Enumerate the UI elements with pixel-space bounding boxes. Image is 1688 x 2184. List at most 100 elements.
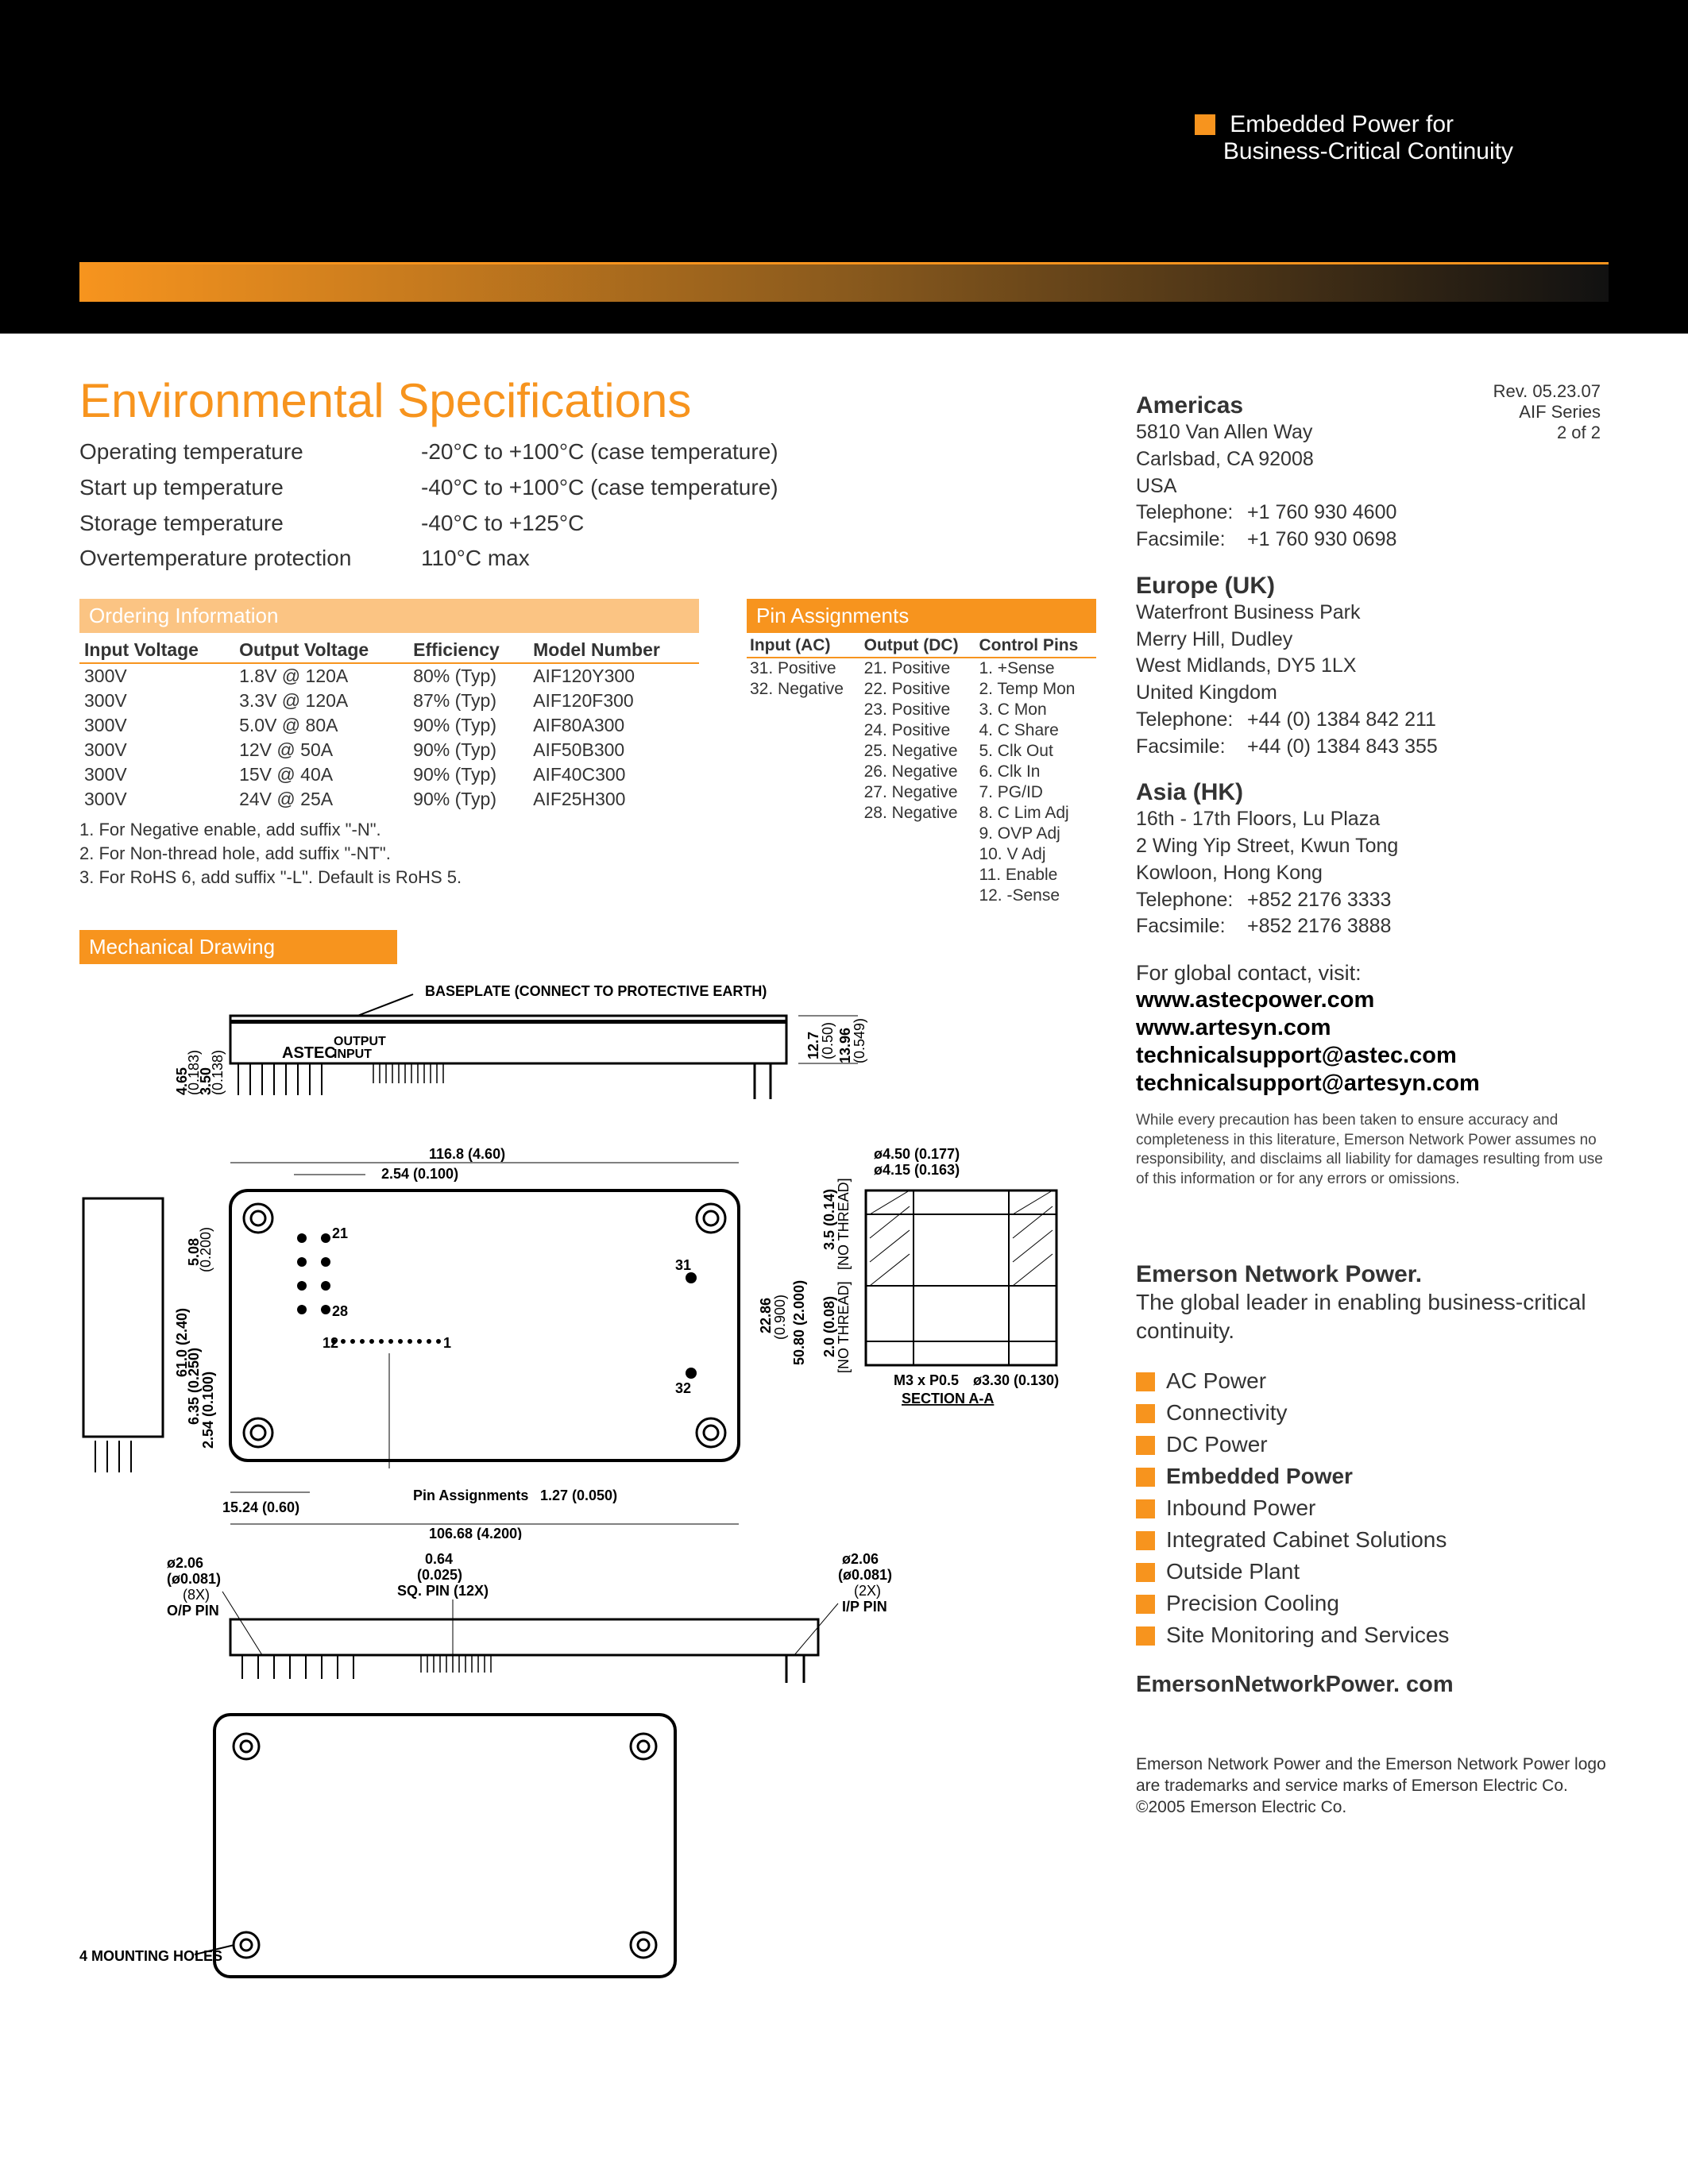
env-spec-table: Operating temperature-20°C to +100°C (ca… — [79, 434, 1096, 577]
drawing-pin-edge: ø2.06 (ø0.081) (8X) O/P PIN 0.64 (0.025)… — [79, 1544, 1080, 1687]
table-cell: 10. V Adj — [975, 844, 1096, 865]
svg-text:SECTION A-A: SECTION A-A — [902, 1391, 994, 1406]
note: 1. For Negative enable, add suffix "-N". — [79, 818, 699, 842]
addr-line: Kowloon, Hong Kong — [1136, 860, 1609, 887]
table-cell: 300V — [79, 738, 234, 762]
svg-text:SQ. PIN (12X): SQ. PIN (12X) — [397, 1583, 489, 1599]
table-cell: 6. Clk In — [975, 762, 1096, 782]
service-label: Outside Plant — [1166, 1559, 1300, 1584]
col-header: Output Voltage — [234, 636, 408, 663]
enp-url: EmersonNetworkPower. com — [1136, 1672, 1609, 1698]
square-icon — [1136, 1404, 1155, 1423]
svg-text:(ø0.081): (ø0.081) — [167, 1571, 221, 1587]
table-cell: 87% (Typ) — [408, 689, 528, 713]
mechanical-drawings: BASEPLATE (CONNECT TO PROTECTIVE EARTH) — [79, 980, 1096, 2028]
svg-text:(0.200): (0.200) — [198, 1227, 214, 1272]
table-cell: 5.0V @ 80A — [234, 713, 408, 738]
square-icon — [1195, 114, 1215, 135]
table-cell: 300V — [79, 663, 234, 689]
enp-title: Emerson Network Power. — [1136, 1261, 1609, 1288]
table-cell: 5. Clk Out — [975, 741, 1096, 762]
svg-text:ø4.50 (0.177): ø4.50 (0.177) — [874, 1146, 960, 1162]
table-cell: 3.3V @ 120A — [234, 689, 408, 713]
col-header: Control Pins — [975, 633, 1096, 658]
table-cell: 12V @ 50A — [234, 738, 408, 762]
tagline-line1: Embedded Power for — [1230, 111, 1454, 137]
link-support-artesyn[interactable]: technicalsupport@artesyn.com — [1136, 1071, 1609, 1097]
tel-label: Telephone: — [1136, 887, 1247, 914]
banner-tagline: Embedded Power for Business-Critical Con… — [1195, 111, 1513, 165]
table-cell: 24V @ 25A — [234, 787, 408, 812]
col-header: Input Voltage — [79, 636, 234, 663]
table-cell: 2. Temp Mon — [975, 679, 1096, 700]
table-cell: 11. Enable — [975, 865, 1096, 886]
disclaimer-text: While every precaution has been taken to… — [1136, 1111, 1609, 1190]
svg-text:BASEPLATE (CONNECT TO PROTECTI: BASEPLATE (CONNECT TO PROTECTIVE EARTH) — [425, 983, 767, 999]
table-cell: 90% (Typ) — [408, 738, 528, 762]
table-cell — [747, 886, 861, 906]
env-value: -20°C to +100°C (case temperature) — [421, 434, 778, 470]
drawing-plan: 21 28 12 1 31 32 — [79, 1127, 1080, 1540]
link-support-astec[interactable]: technicalsupport@astec.com — [1136, 1043, 1609, 1069]
service-item: Outside Plant — [1136, 1556, 1609, 1588]
link-astec[interactable]: www.astecpower.com — [1136, 987, 1609, 1013]
addr-line: Carlsbad, CA 92008 — [1136, 446, 1609, 473]
service-item: Precision Cooling — [1136, 1588, 1609, 1619]
tagline-line2: Business-Critical Continuity — [1223, 138, 1513, 164]
service-item: Embedded Power — [1136, 1461, 1609, 1492]
address-block: Waterfront Business Park Merry Hill, Dud… — [1136, 600, 1609, 761]
table-cell: 28. Negative — [861, 803, 976, 824]
svg-text:(0.138): (0.138) — [210, 1050, 226, 1095]
ordering-header: Ordering Information — [79, 599, 699, 633]
svg-text:6.35 (0.250): 6.35 (0.250) — [186, 1348, 202, 1425]
table-cell — [747, 700, 861, 720]
svg-text:1: 1 — [443, 1335, 451, 1351]
mechanical-header: Mechanical Drawing — [79, 930, 397, 964]
svg-text:ø2.06: ø2.06 — [167, 1555, 203, 1571]
svg-text:4 MOUNTING HOLES: 4 MOUNTING HOLES — [79, 1948, 222, 1964]
table-cell — [747, 824, 861, 844]
table-cell: AIF80A300 — [528, 713, 699, 738]
table-cell — [861, 844, 976, 865]
table-cell: 90% (Typ) — [408, 713, 528, 738]
tel-label: Telephone: — [1136, 707, 1247, 734]
service-item: Inbound Power — [1136, 1492, 1609, 1524]
svg-text:106.68 (4.200): 106.68 (4.200) — [429, 1526, 522, 1540]
addr-line: United Kingdom — [1136, 680, 1609, 707]
svg-text:M3 x P0.5: M3 x P0.5 — [894, 1372, 959, 1388]
table-cell: 90% (Typ) — [408, 762, 528, 787]
col-header: Efficiency — [408, 636, 528, 663]
tel-value: +1 760 930 4600 — [1247, 501, 1396, 523]
fax-value: +852 2176 3888 — [1247, 915, 1391, 937]
svg-text:ASTEC: ASTEC — [282, 1044, 336, 1062]
svg-text:22.86: 22.86 — [758, 1298, 774, 1333]
table-cell: 25. Negative — [861, 741, 976, 762]
link-artesyn[interactable]: www.artesyn.com — [1136, 1015, 1609, 1041]
table-cell: 1. +Sense — [975, 658, 1096, 679]
drawing-backplate: 4 MOUNTING HOLES — [79, 1691, 715, 2024]
table-cell: 4. C Share — [975, 720, 1096, 741]
svg-text:2.54 (0.100): 2.54 (0.100) — [381, 1166, 458, 1182]
banner-gradient-bar — [79, 262, 1609, 302]
enp-subtitle: The global leader in enabling business-c… — [1136, 1288, 1609, 1346]
table-cell — [747, 844, 861, 865]
table-cell: 26. Negative — [861, 762, 976, 782]
addr-line: 2 Wing Yip Street, Kwun Tong — [1136, 833, 1609, 860]
table-cell — [747, 865, 861, 886]
service-item: DC Power — [1136, 1429, 1609, 1461]
tel-value: +44 (0) 1384 842 211 — [1247, 708, 1436, 731]
addr-line: 16th - 17th Floors, Lu Plaza — [1136, 806, 1609, 833]
service-label: Connectivity — [1166, 1400, 1288, 1425]
service-label: Inbound Power — [1166, 1495, 1315, 1520]
table-cell — [861, 824, 976, 844]
square-icon — [1136, 1468, 1155, 1487]
service-label: AC Power — [1166, 1368, 1266, 1393]
fax-label: Facsimile: — [1136, 913, 1247, 940]
col-header: Output (DC) — [861, 633, 976, 658]
rev-series: AIF Series — [1493, 402, 1601, 423]
svg-text:28: 28 — [332, 1303, 348, 1319]
table-cell: 31. Positive — [747, 658, 861, 679]
table-cell: 15V @ 40A — [234, 762, 408, 787]
service-item: Site Monitoring and Services — [1136, 1619, 1609, 1651]
table-cell: 32. Negative — [747, 679, 861, 700]
